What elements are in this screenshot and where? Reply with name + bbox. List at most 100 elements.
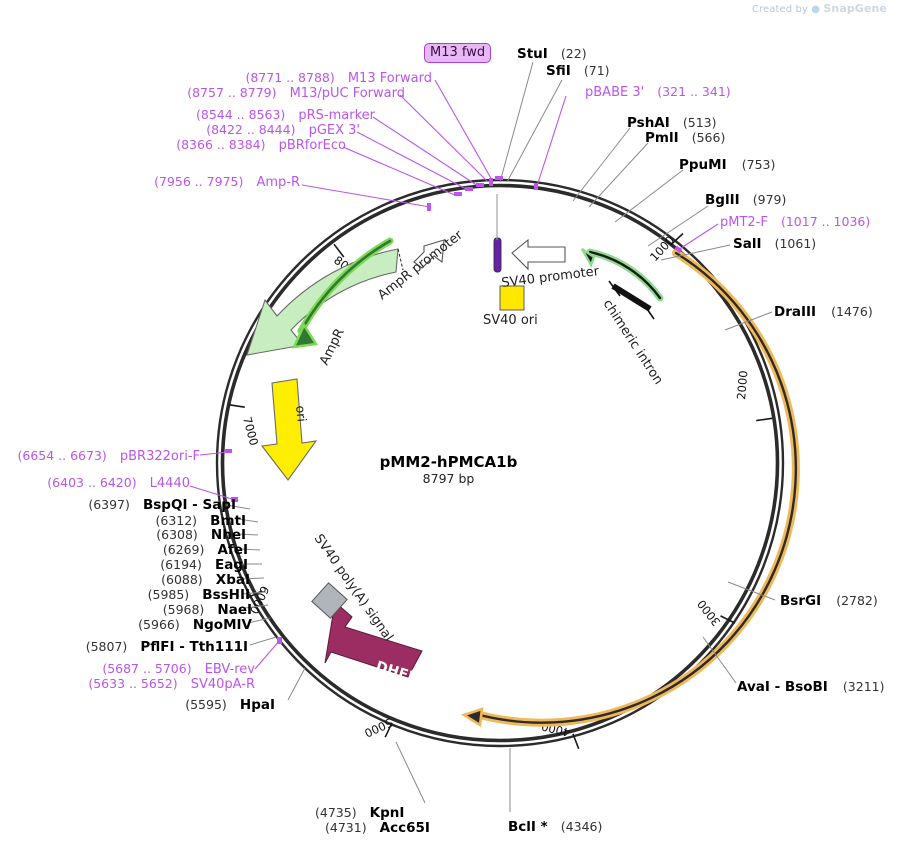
enzyme-name: NgoMIV [192,617,252,633]
primer-ebv-rev[interactable]: (5687 .. 5706) EBV-rev [0,658,255,677]
primer-pbrforeco[interactable]: (8366 .. 8384) pBRforEco [0,134,346,153]
primer-l4440[interactable]: (6403 .. 6420) L4440 [0,472,190,491]
m13-fwd-badge[interactable]: M13 fwd [424,43,492,63]
plasmid-name: pMM2-hPMCA1b [379,453,518,471]
enzyme-name: KpnI [369,805,405,821]
enzyme-name: BsrGI [780,593,822,609]
enzyme-position: (753) [741,157,776,172]
primer-m13-puc-forward[interactable]: (8757 .. 8779) M13/pUC Forward [0,82,405,101]
enzyme-position: (71) [583,63,610,78]
feature-ampr-green-arc [291,237,394,349]
feature-label-ampr: AmpR [317,326,348,367]
snapgene-watermark: Created by ● SnapGene [751,2,887,15]
enzyme-bsshii[interactable]: (5985) BssHII [0,584,250,603]
enzyme-name: PmlI [645,130,679,146]
enzyme-draiii[interactable]: DraIII (1476) [774,301,873,320]
enzyme-name: HpaI [239,697,275,713]
primer-amp-r[interactable]: (7956 .. 7975) Amp-R [0,171,300,190]
enzyme-kpni[interactable]: (4735) KpnI [315,802,404,821]
enzyme-position: (1476) [831,304,873,319]
enzyme-name: SalI [733,236,762,252]
primer-sv40pa-r[interactable]: (5633 .. 5652) SV40pA-R [0,673,255,692]
primer-name: pMT2-F [720,215,768,230]
feature-chimeric-intron-bar [608,280,655,320]
enzyme-name: BclI * [508,819,548,835]
primer-name: pGEX 3' [308,123,360,138]
enzyme-position: (3211) [842,679,885,694]
primer-name: EBV-rev [204,662,255,677]
enzyme-sali[interactable]: SalI (1061) [733,233,816,252]
feature-ori-arrow [260,378,318,481]
feature-green-arc-arrow [580,248,664,302]
enzyme-position: (22) [560,46,587,61]
enzyme-leader-lines [225,61,776,812]
enzyme-position: (1061) [774,236,817,251]
enzyme-hpai[interactable]: (5595) HpaI [0,694,275,713]
enzyme-eagi[interactable]: (6194) EagI [0,554,248,573]
primer-range: (321 .. 341) [657,84,731,99]
enzyme-name: SfiI [546,63,571,79]
enzyme-ngomiv[interactable]: (5966) NgoMIV [0,614,252,633]
primer-range: (6654 .. 6673) [17,448,107,463]
enzyme-position: (6269) [162,542,205,557]
primer-range: (8771 .. 8788) [245,70,335,85]
primer-leader-lines [189,79,719,670]
feature-label-sv40-ori: SV40 ori [483,313,538,328]
enzyme-bmti[interactable]: (6312) BmtI [0,510,246,529]
primer-pmt2-f[interactable]: pMT2-F (1017 .. 1036) [720,211,870,230]
feature-label-chimeric-intron: chimeric intron [600,297,666,387]
enzyme-position: (6308) [156,527,198,542]
enzyme-acc65i[interactable]: (4731) Acc65I [325,817,430,836]
enzyme-sfii[interactable]: SfiI (71) [546,60,610,79]
primer-pbr322ori-f[interactable]: (6654 .. 6673) pBR322ori-F [0,445,200,464]
primer-range: (8422 .. 8444) [206,122,296,137]
enzyme-naei[interactable]: (5968) NaeI [0,599,252,618]
primer-pgex-3prime[interactable]: (8422 .. 8444) pGEX 3' [0,119,360,138]
enzyme-position: (5968) [162,602,205,617]
primer-range: (1017 .. 1036) [780,214,871,229]
enzyme-position: (979) [752,192,787,207]
enzyme-name: EagI [214,557,248,573]
primer-prs-marker[interactable]: (8544 .. 8563) pRS-marker [0,104,375,123]
enzyme-bsrgi[interactable]: BsrGI (2782) [780,590,878,609]
enzyme-avai-bsobi[interactable]: AvaI - BsoBI (3211) [737,676,885,695]
watermark-brand: SnapGene [823,2,887,15]
enzyme-pmli[interactable]: PmlI (566) [645,127,725,146]
primer-name: M13/pUC Forward [289,86,405,101]
enzyme-position: (4346) [560,819,603,834]
enzyme-position: (5985) [147,587,190,602]
enzyme-stui[interactable]: StuI (22) [517,43,587,62]
enzyme-position: (6397) [88,497,130,512]
enzyme-position: (4731) [325,820,367,835]
primer-range: (8757 .. 8779) [187,85,277,100]
enzyme-bcli[interactable]: BclI * (4346) [508,816,602,835]
primer-pbabe-3prime[interactable]: pBABE 3' (321 .. 341) [585,81,731,100]
enzyme-name: PpuMI [679,157,727,173]
enzyme-xbai[interactable]: (6088) XbaI [0,569,250,588]
enzyme-pflfi-tth111i[interactable]: (5807) PflFI - Tth111I [0,636,248,655]
enzyme-position: (6088) [161,572,203,587]
enzyme-ppumi[interactable]: PpuMI (753) [679,154,775,173]
enzyme-position: (5807) [85,639,128,654]
primer-range: (8544 .. 8563) [196,107,286,122]
primer-range: (5687 .. 5706) [102,661,192,676]
primer-range: (7956 .. 7975) [154,174,244,189]
enzyme-afei[interactable]: (6269) AfeI [0,539,248,558]
enzyme-name: PshAI [627,115,670,131]
enzyme-nhei[interactable]: (6308) NheI [0,524,246,543]
enzyme-name: AfeI [217,542,248,558]
watermark-prefix: Created by [751,4,808,15]
enzyme-bglii[interactable]: BglII (979) [705,189,786,208]
feature-sv40-ori-square [499,285,525,311]
enzyme-name: DraIII [774,304,817,320]
enzyme-bspqi-sapi[interactable]: (6397) BspQI - SapI [0,494,236,513]
feature-sv40-promoter-arrow [493,194,566,273]
feature-orange-cds-arc [460,249,800,728]
enzyme-name: NheI [210,527,246,543]
primer-range: (5633 .. 5652) [88,676,178,691]
axis-tick-labels: 1000 2000 3000 4000 5000 6000 7000 8000 [240,233,750,740]
primer-m13-forward[interactable]: (8771 .. 8788) M13 Forward [0,67,432,86]
enzyme-pshai[interactable]: PshAI (513) [627,112,717,131]
primer-name: pBABE 3' [585,85,645,100]
